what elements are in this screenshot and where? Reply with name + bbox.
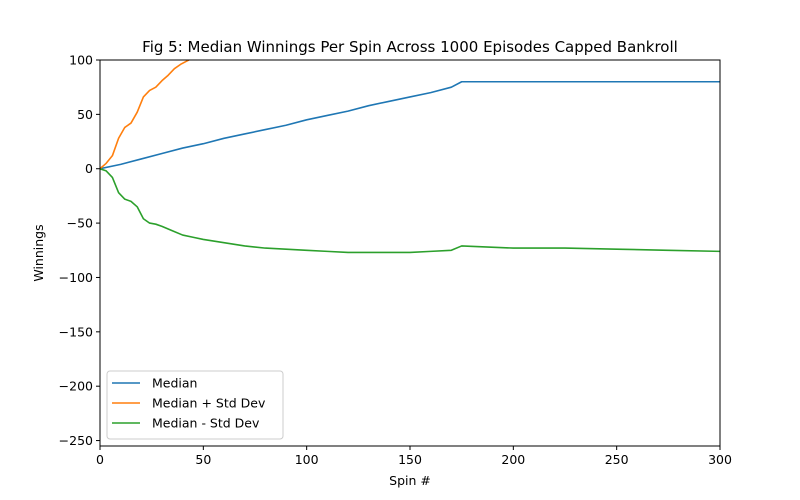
x-tick-label: 300 <box>708 452 732 467</box>
y-tick-label: 50 <box>77 107 93 122</box>
x-axis-label: Spin # <box>389 473 431 488</box>
series-line-2 <box>100 167 720 254</box>
legend: Median Median + Std Dev Median - Std Dev <box>106 370 284 440</box>
series-line-1 <box>100 60 190 170</box>
legend-box <box>106 370 284 440</box>
y-tick-label: −50 <box>67 216 93 231</box>
y-tick-label: −200 <box>59 379 93 394</box>
y-tick-label: 100 <box>69 53 93 68</box>
y-axis-label: Winnings <box>31 224 46 281</box>
legend-label-1: Median + Std Dev <box>152 396 266 411</box>
x-tick-label: 200 <box>501 452 525 467</box>
series-layer <box>100 60 720 254</box>
y-tick-label: 0 <box>85 161 93 176</box>
plot-frame <box>99 59 721 447</box>
legend-label-2: Median - Std Dev <box>152 416 260 431</box>
y-tick-label: −250 <box>59 433 93 448</box>
y-tick-label: −150 <box>59 324 93 339</box>
series-line-0 <box>100 80 720 170</box>
x-axis: 0 50 100 150 200 250 300 <box>96 446 732 467</box>
legend-label-0: Median <box>152 376 197 391</box>
x-tick-label: 100 <box>295 452 319 467</box>
x-tick-label: 250 <box>605 452 629 467</box>
x-tick-label: 150 <box>398 452 422 467</box>
chart-title: Fig 5: Median Winnings Per Spin Across 1… <box>142 38 678 56</box>
x-tick-label: 50 <box>195 452 211 467</box>
y-axis: −250 −200 −150 −100 −50 0 50 100 <box>59 53 100 448</box>
x-tick-label: 0 <box>96 452 104 467</box>
y-tick-label: −100 <box>59 270 93 285</box>
